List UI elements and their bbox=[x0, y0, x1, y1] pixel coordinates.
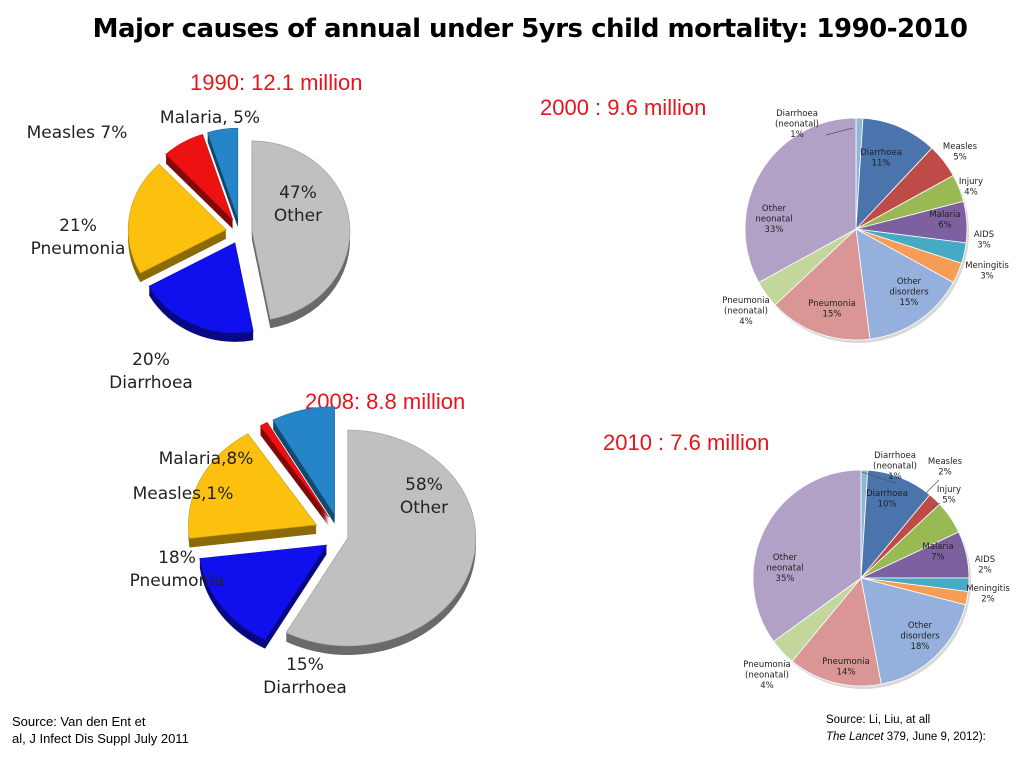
pie-2010-slice-other-disorders bbox=[860, 577, 967, 685]
chart-title-1990: 1990: 12.1 million bbox=[190, 70, 363, 95]
pie-2000-label-pneumonia: Pneumonia 15% bbox=[808, 299, 855, 320]
source-left-line2: al, J Infect Dis Suppl July 2011 bbox=[12, 731, 189, 746]
source-right-citation: 379, June 9, 2012): bbox=[883, 731, 986, 743]
pie-2008-label-pneumonia: 18% Pneumonia bbox=[130, 548, 225, 591]
pie-2000-label-measles: Measles 5% bbox=[943, 142, 978, 163]
chart-title-2000: 2000 : 9.6 million bbox=[540, 95, 707, 120]
pie-2010-label-aids: AIDS 2% bbox=[975, 555, 995, 576]
pie-2010-label-pneumonia-neonatal: Pneumonia (neonatal) 4% bbox=[743, 660, 790, 691]
pie-2000-label-diarrhoea-neonatal: Diarrhoea (neonatal) 1% bbox=[775, 109, 819, 140]
pie-2010-label-diarrhoea: Diarrhoea 10% bbox=[866, 489, 908, 510]
pie-2010 bbox=[752, 469, 971, 689]
pie-2010-label-pneumonia: Pneumonia 14% bbox=[822, 657, 869, 678]
pie-2010-leader-diarrhoea-neonatal bbox=[861, 471, 896, 484]
pie-2010-label-meningitis: Meningitis 2% bbox=[966, 584, 1010, 605]
pie-2008-label-other: 58% Other bbox=[400, 475, 448, 518]
pie-2010-leader-measles bbox=[925, 479, 940, 494]
pie-1990-slice-malaria bbox=[207, 127, 239, 219]
pie-2000-label-aids: AIDS 3% bbox=[974, 230, 994, 251]
pie-2000-label-injury: Injury 4% bbox=[959, 177, 983, 198]
pie-2000-slice-diarrhoea bbox=[855, 117, 933, 231]
source-left-line1: Source: Van den Ent et bbox=[12, 714, 146, 729]
pie-2010-label-other-disorders: Other disorders 18% bbox=[900, 621, 940, 652]
pie-2010-label-measles: Measles 2% bbox=[928, 457, 963, 478]
pie-2010-leader-injury bbox=[931, 502, 941, 509]
pie-2010-label-injury: Injury 5% bbox=[937, 485, 961, 506]
pie-2000-slice-other-neonatal bbox=[744, 117, 857, 284]
pie-1990-label-diarrhoea: 20% Diarrhoea bbox=[109, 350, 193, 393]
pie-2000-label-malaria: Malaria 6% bbox=[929, 210, 960, 231]
pie-2008-label-diarrhoea: 15% Diarrhoea bbox=[263, 655, 347, 698]
pie-2008-slice-other bbox=[285, 429, 476, 647]
source-right: Source: Li, Liu, at all The Lancet 379, … bbox=[826, 712, 986, 746]
pie-2010-slice-pneumonia bbox=[791, 577, 882, 687]
pie-2008 bbox=[188, 406, 476, 655]
pie-2008-slice-diarrhoea bbox=[199, 544, 328, 641]
pie-2000-label-other-neonatal: Other neonatal 33% bbox=[755, 204, 792, 235]
pie-1990-slice-measles bbox=[165, 133, 234, 221]
pie-2008-slice-measles bbox=[259, 422, 330, 518]
pie-2008-label-measles: Measles,1% bbox=[133, 484, 234, 504]
pie-2000-label-other-disorders: Other disorders 15% bbox=[889, 277, 929, 308]
pie-2000-slice-pneumonia bbox=[774, 228, 871, 341]
pie-1990-label-measles: Measles 7% bbox=[27, 123, 128, 143]
pie-2008-label-malaria: Malaria,8% bbox=[159, 449, 254, 469]
pie-2000-leader-diarrhoea-neonatal bbox=[825, 127, 854, 136]
pie-1990-label-other: 47% Other bbox=[274, 183, 322, 226]
pie-2000-label-pneumonia-neonatal: Pneumonia (neonatal) 4% bbox=[722, 296, 769, 327]
pie-2010-label-malaria: Malaria 7% bbox=[922, 542, 953, 563]
pie-2000 bbox=[744, 117, 969, 343]
pie-2010-label-diarrhoea-neonatal: Diarrhoea (neonatal) 1% bbox=[873, 451, 917, 482]
pie-2010-slice-other-neonatal bbox=[752, 469, 862, 643]
pie-1990-slice-other bbox=[251, 140, 351, 320]
pie-2010-label-other-neonatal: Other neonatal 35% bbox=[766, 553, 803, 584]
chart-title-2010: 2010 : 7.6 million bbox=[603, 430, 770, 455]
pie-2008-slice-malaria bbox=[272, 406, 335, 516]
pie-1990 bbox=[127, 127, 351, 342]
pie-1990-label-pneumonia: 21% Pneumonia bbox=[31, 216, 126, 259]
pie-2000-label-diarrhoea: Diarrhoea 11% bbox=[860, 148, 902, 169]
pie-1990-slice-pneumonia bbox=[127, 163, 227, 274]
pie-1990-label-malaria: Malaria, 5% bbox=[160, 108, 260, 128]
pie-1990-slice-diarrhoea bbox=[148, 242, 254, 334]
source-right-line2: The Lancet 379, June 9, 2012): bbox=[826, 729, 986, 746]
pie-2000-label-meningitis: Meningitis 3% bbox=[965, 261, 1009, 282]
page-title: Major causes of annual under 5yrs child … bbox=[92, 14, 968, 44]
pie-2000-slice-other-disorders bbox=[855, 228, 954, 340]
source-left: Source: Van den Ent et al, J Infect Dis … bbox=[12, 713, 189, 747]
source-right-journal: The Lancet bbox=[826, 731, 884, 743]
source-right-line1: Source: Li, Liu, at all bbox=[826, 714, 931, 726]
pie-2008-slice-pneumonia bbox=[188, 433, 318, 539]
